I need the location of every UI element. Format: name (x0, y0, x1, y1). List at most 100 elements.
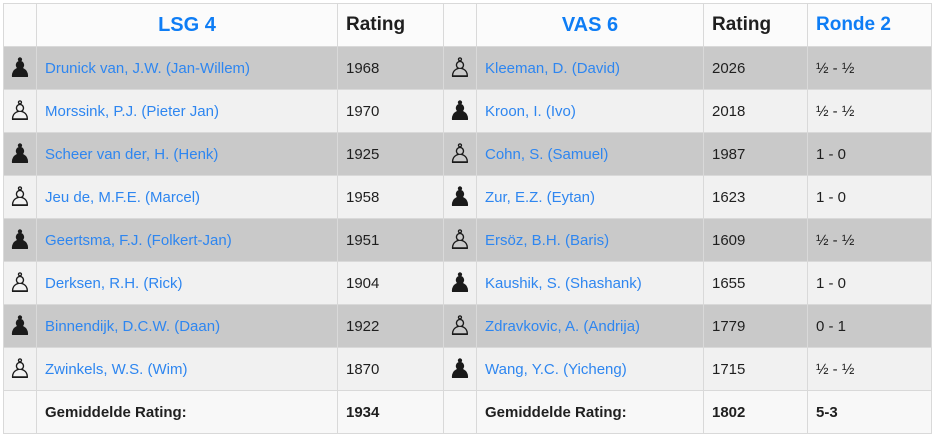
pawn-cell: ♟ (3, 46, 37, 90)
table-footer: Gemiddelde Rating: 1934 Gemiddelde Ratin… (3, 390, 932, 434)
pawn-cell: ♟ (443, 347, 477, 391)
game-result: ½ - ½ (807, 347, 932, 391)
pawn-cell: ♟ (443, 89, 477, 133)
white-pawn-icon: ♙ (7, 95, 33, 127)
player-name-cell: Kleeman, D. (David) (476, 46, 704, 90)
black-pawn-icon: ♟ (447, 353, 473, 385)
right-rating-header: Rating (703, 3, 808, 47)
player-rating: 2026 (703, 46, 808, 90)
left-average-rating: 1934 (337, 390, 444, 434)
game-result: 1 - 0 (807, 132, 932, 176)
player-name-cell: Zwinkels, W.S. (Wim) (36, 347, 338, 391)
player-name-link[interactable]: Kaushik, S. (Shashank) (485, 274, 642, 292)
left-rating-header: Rating (337, 3, 444, 47)
game-result: 1 - 0 (807, 175, 932, 219)
board-row: ♟ Binnendijk, D.C.W. (Daan) 1922 ♙ Zdravkovi… (3, 304, 932, 348)
player-name-link[interactable]: Morssink, P.J. (Pieter Jan) (45, 102, 219, 120)
player-rating: 1609 (703, 218, 808, 262)
game-result: 0 - 1 (807, 304, 932, 348)
player-name-link[interactable]: Scheer van der, H. (Henk) (45, 145, 219, 163)
player-name-link[interactable]: Binnendijk, D.C.W. (Daan) (45, 317, 221, 335)
match-results-table: LSG 4 Rating VAS 6 Rating Ronde 2 ♟ Druni… (3, 3, 932, 434)
player-name-cell: Cohn, S. (Samuel) (476, 132, 704, 176)
table-header: LSG 4 Rating VAS 6 Rating Ronde 2 (3, 3, 932, 47)
player-name-cell: Derksen, R.H. (Rick) (36, 261, 338, 305)
black-pawn-icon: ♟ (7, 138, 33, 170)
player-name-cell: Jeu de, M.F.E. (Marcel) (36, 175, 338, 219)
board-row: ♟ Geertsma, F.J. (Folkert-Jan) 1951 ♙ Ersöz,… (3, 218, 932, 262)
average-row: Gemiddelde Rating: 1934 Gemiddelde Ratin… (3, 390, 932, 434)
player-rating: 1958 (337, 175, 444, 219)
player-name-cell: Wang, Y.C. (Yicheng) (476, 347, 704, 391)
player-name-link[interactable]: Ersöz, B.H. (Baris) (485, 231, 610, 249)
player-name-link[interactable]: Wang, Y.C. (Yicheng) (485, 360, 627, 378)
round-link[interactable]: Ronde 2 (807, 3, 932, 47)
player-rating: 1779 (703, 304, 808, 348)
black-pawn-icon: ♟ (7, 310, 33, 342)
board-row: ♙ Zwinkels, W.S. (Wim) 1870 ♟ Wang, Y.C. (Yi… (3, 347, 932, 391)
white-pawn-icon: ♙ (447, 224, 473, 256)
board-row: ♟ Drunick van, J.W. (Jan-Willem) 1968 ♙ Klee… (3, 46, 932, 90)
left-team-link[interactable]: LSG 4 (36, 3, 338, 47)
player-name-link[interactable]: Geertsma, F.J. (Folkert-Jan) (45, 231, 232, 249)
white-pawn-icon: ♙ (7, 353, 33, 385)
right-team-link[interactable]: VAS 6 (476, 3, 704, 47)
player-name-cell: Kaushik, S. (Shashank) (476, 261, 704, 305)
player-rating: 1951 (337, 218, 444, 262)
player-rating: 1870 (337, 347, 444, 391)
player-rating: 1655 (703, 261, 808, 305)
player-rating: 1968 (337, 46, 444, 90)
pawn-cell: ♙ (3, 175, 37, 219)
board-row: ♙ Morssink, P.J. (Pieter Jan) 1970 ♟ Kroon, … (3, 89, 932, 133)
player-name-cell: Morssink, P.J. (Pieter Jan) (36, 89, 338, 133)
black-pawn-icon: ♟ (447, 181, 473, 213)
right-average-rating: 1802 (703, 390, 808, 434)
game-result: ½ - ½ (807, 46, 932, 90)
corner-cell-right (443, 3, 477, 47)
pawn-cell: ♟ (443, 175, 477, 219)
white-pawn-icon: ♙ (447, 52, 473, 84)
total-score: 5-3 (807, 390, 932, 434)
page: LSG 4 Rating VAS 6 Rating Ronde 2 ♟ Druni… (3, 3, 932, 434)
player-name-link[interactable]: Kroon, I. (Ivo) (485, 102, 576, 120)
player-name-cell: Geertsma, F.J. (Folkert-Jan) (36, 218, 338, 262)
player-rating: 1925 (337, 132, 444, 176)
right-average-label: Gemiddelde Rating: (476, 390, 704, 434)
pawn-cell: ♙ (443, 46, 477, 90)
white-pawn-icon: ♙ (7, 267, 33, 299)
pawn-cell: ♙ (443, 132, 477, 176)
pawn-cell: ♙ (443, 304, 477, 348)
board-row: ♙ Jeu de, M.F.E. (Marcel) 1958 ♟ Zur, E.Z. (… (3, 175, 932, 219)
player-name-link[interactable]: Cohn, S. (Samuel) (485, 145, 609, 163)
player-name-link[interactable]: Zur, E.Z. (Eytan) (485, 188, 596, 206)
player-name-link[interactable]: Drunick van, J.W. (Jan-Willem) (45, 59, 251, 77)
pawn-cell: ♟ (3, 132, 37, 176)
player-rating: 1970 (337, 89, 444, 133)
player-name-link[interactable]: Derksen, R.H. (Rick) (45, 274, 183, 292)
pawn-cell: ♙ (3, 261, 37, 305)
player-name-link[interactable]: Kleeman, D. (David) (485, 59, 621, 77)
board-row: ♙ Derksen, R.H. (Rick) 1904 ♟ Kaushik, S. (S… (3, 261, 932, 305)
left-average-label: Gemiddelde Rating: (36, 390, 338, 434)
player-name-link[interactable]: Zdravkovic, A. (Andrija) (485, 317, 641, 335)
player-rating: 2018 (703, 89, 808, 133)
black-pawn-icon: ♟ (7, 224, 33, 256)
pawn-cell: ♙ (3, 347, 37, 391)
game-result: ½ - ½ (807, 218, 932, 262)
player-name-link[interactable]: Jeu de, M.F.E. (Marcel) (45, 188, 201, 206)
player-name-cell: Kroon, I. (Ivo) (476, 89, 704, 133)
black-pawn-icon: ♟ (447, 95, 473, 127)
player-name-link[interactable]: Zwinkels, W.S. (Wim) (45, 360, 188, 378)
black-pawn-icon: ♟ (7, 52, 33, 84)
pawn-cell: ♙ (443, 218, 477, 262)
black-pawn-icon: ♟ (447, 267, 473, 299)
boards-body: ♟ Drunick van, J.W. (Jan-Willem) 1968 ♙ Klee… (3, 46, 932, 391)
white-pawn-icon: ♙ (447, 138, 473, 170)
board-row: ♟ Scheer van der, H. (Henk) 1925 ♙ Cohn, S. … (3, 132, 932, 176)
pawn-cell: ♟ (443, 261, 477, 305)
player-rating: 1922 (337, 304, 444, 348)
player-rating: 1904 (337, 261, 444, 305)
footer-empty-right (443, 390, 477, 434)
player-name-cell: Drunick van, J.W. (Jan-Willem) (36, 46, 338, 90)
corner-cell-left (3, 3, 37, 47)
